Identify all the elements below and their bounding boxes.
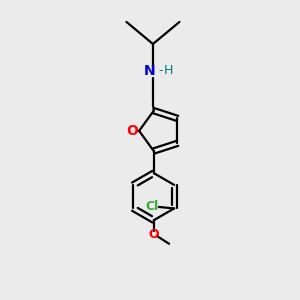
Text: Cl: Cl bbox=[145, 200, 158, 214]
Text: O: O bbox=[127, 124, 139, 138]
Text: H: H bbox=[164, 64, 173, 77]
Text: O: O bbox=[148, 228, 159, 241]
Text: -: - bbox=[159, 64, 163, 77]
Text: N: N bbox=[144, 64, 155, 78]
